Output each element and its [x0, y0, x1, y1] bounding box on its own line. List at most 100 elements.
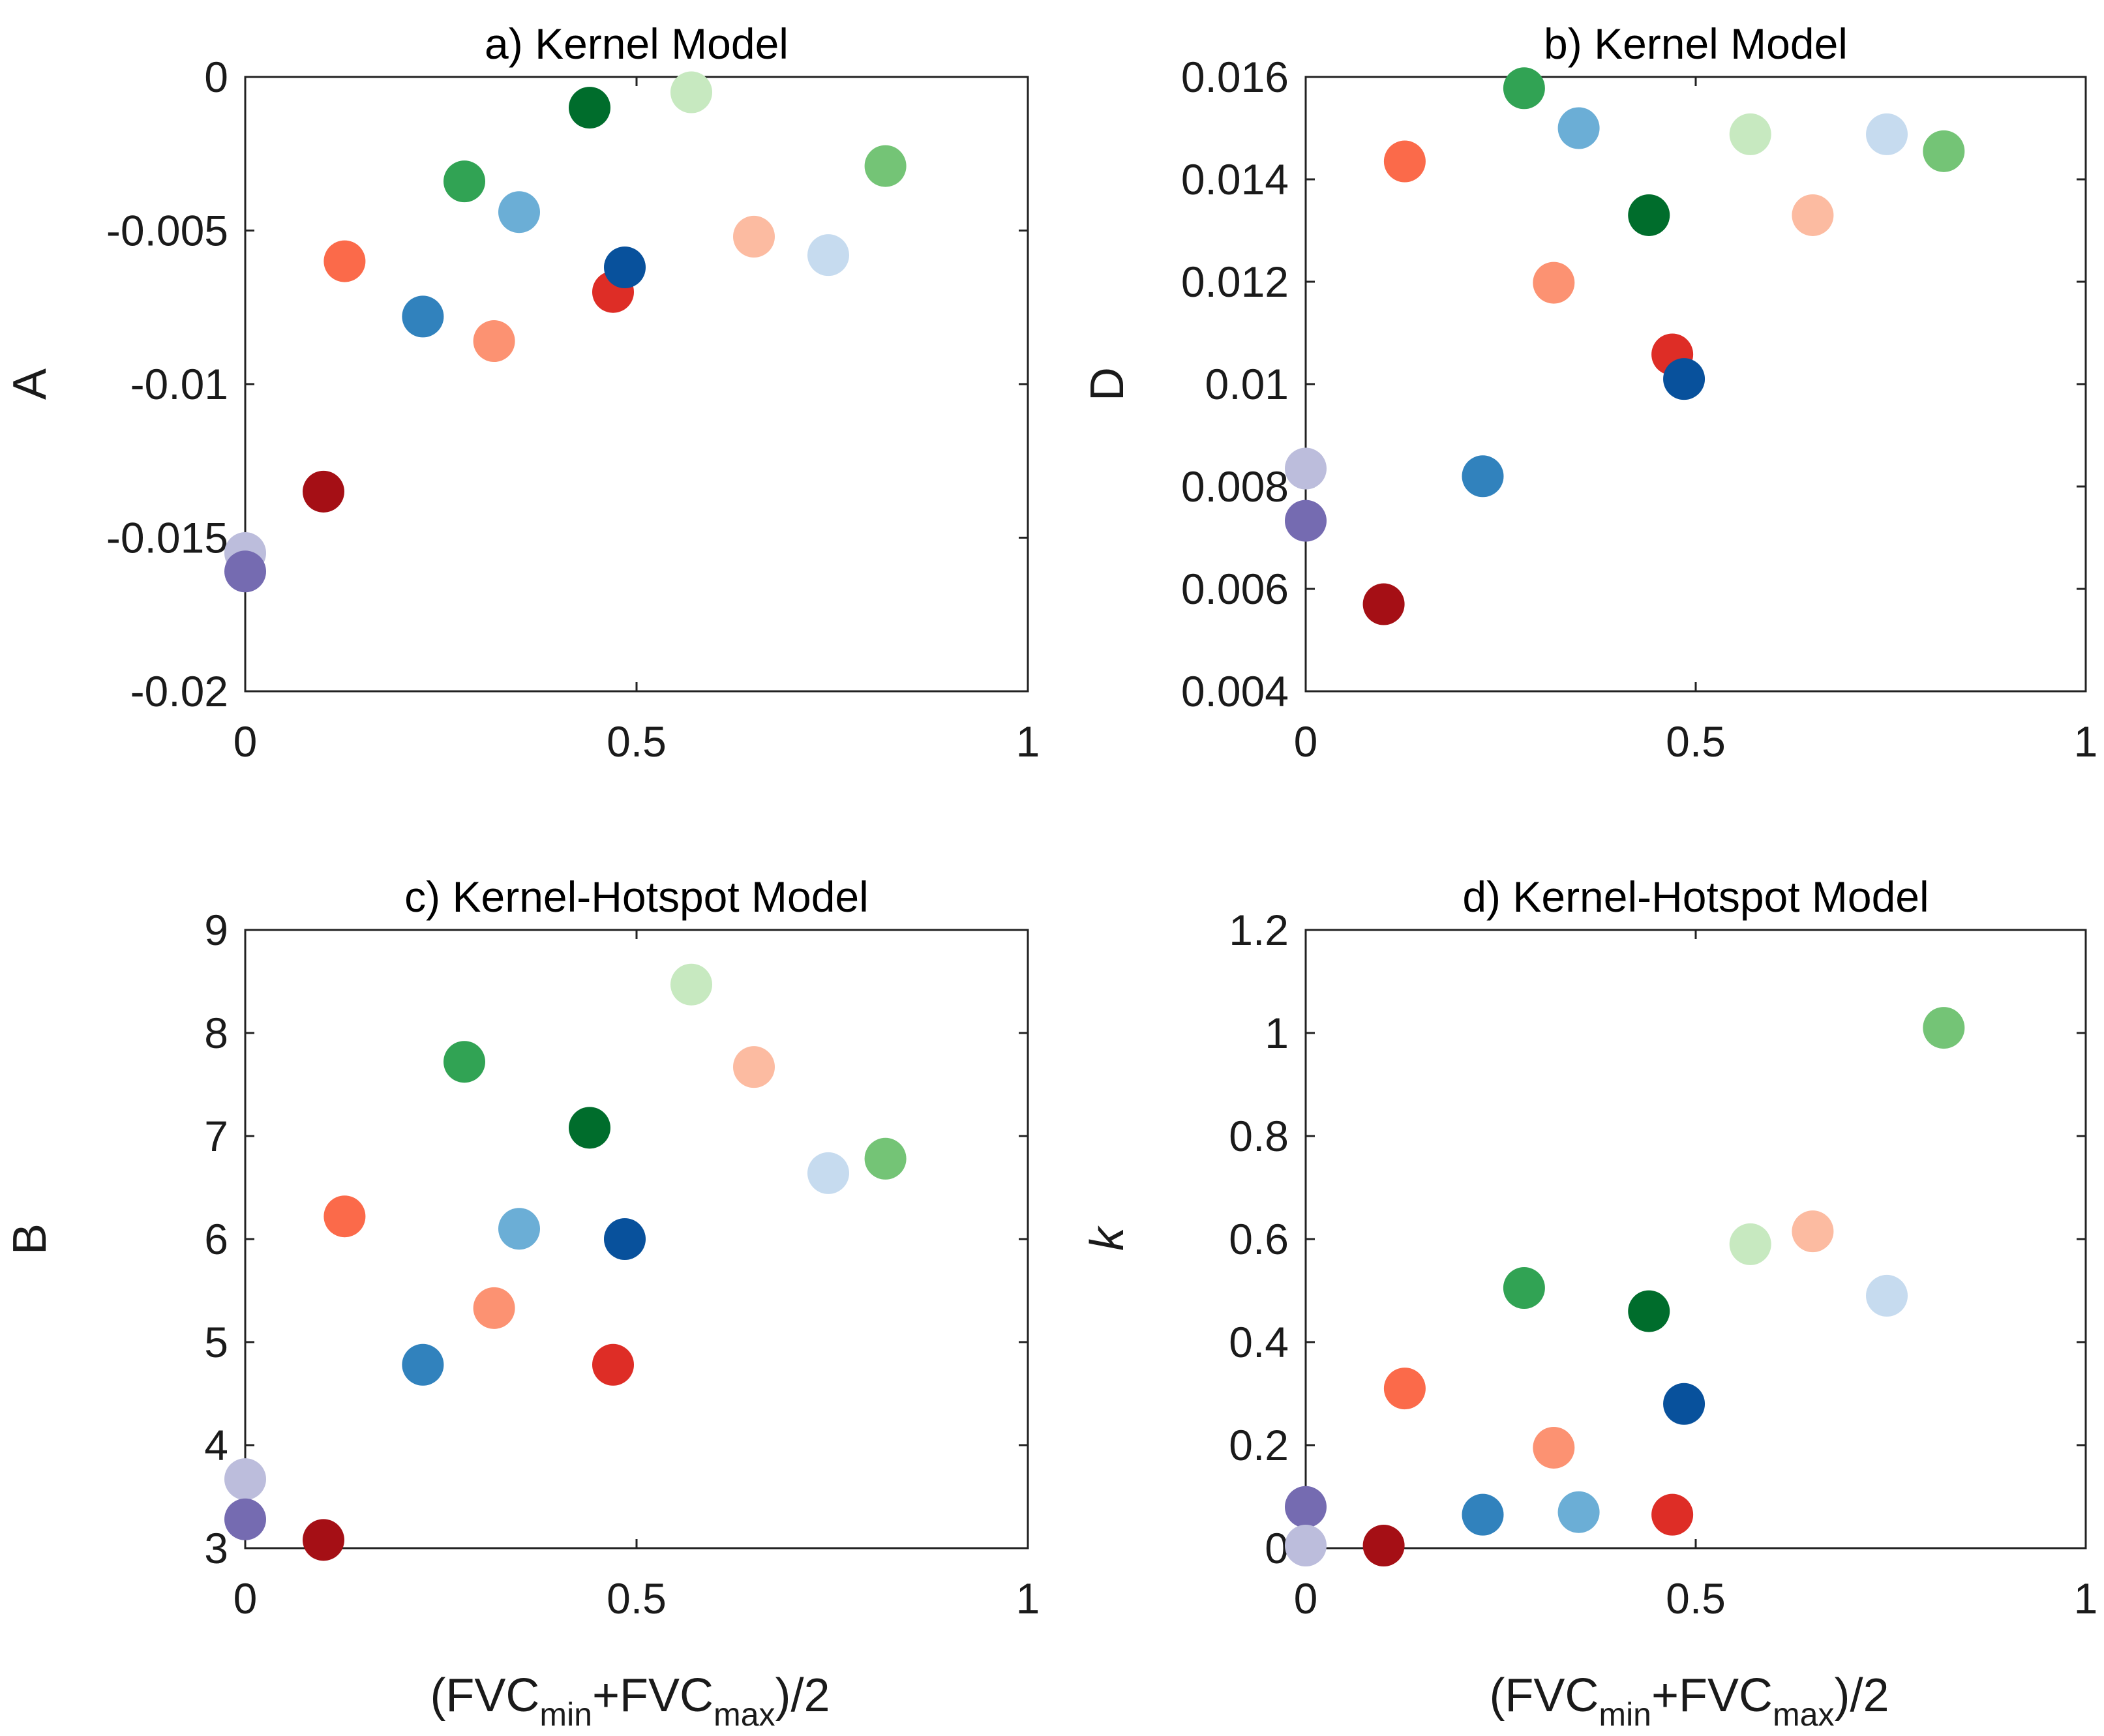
- y-tick-label: 0.008: [1181, 462, 1289, 511]
- x-tick-label: 0: [233, 1574, 258, 1623]
- data-point: [1729, 113, 1771, 155]
- x-tick-label: 0: [233, 717, 258, 766]
- data-point: [604, 1218, 646, 1260]
- x-tick-label: 1: [1016, 717, 1040, 766]
- data-point: [1557, 1491, 1600, 1533]
- data-point: [1362, 1525, 1405, 1567]
- x-axis-label-part: (FVC: [1489, 1669, 1599, 1722]
- data-point: [1663, 358, 1706, 400]
- plot-area: [1304, 929, 2087, 1549]
- y-axis-label: D: [1081, 367, 1134, 401]
- data-point: [733, 215, 775, 258]
- y-tick-label: -0.02: [130, 667, 228, 715]
- data-point: [323, 1195, 366, 1238]
- data-point: [1285, 1525, 1327, 1567]
- chart-title: b) Kernel Model: [1544, 20, 1848, 68]
- data-point: [1792, 194, 1834, 236]
- chart-title: c) Kernel-Hotspot Model: [404, 873, 869, 921]
- data-point: [864, 145, 907, 187]
- data-point: [1923, 1007, 1965, 1049]
- x-tick-label: 0.5: [1666, 717, 1726, 766]
- data-point: [443, 1041, 485, 1083]
- y-tick-label: 9: [204, 906, 228, 954]
- chart-panel-c: c) Kernel-Hotspot Model 3 4 5 6 7 8 9 0 0.5 1 B (FVC…: [4, 873, 1040, 1733]
- data-point: [1285, 447, 1327, 490]
- y-tick-label: 0.012: [1181, 258, 1289, 306]
- data-point: [1362, 583, 1405, 625]
- y-tick-label: 6: [204, 1215, 228, 1263]
- data-point: [1533, 1426, 1575, 1469]
- data-point: [569, 87, 610, 129]
- data-point: [303, 470, 344, 513]
- data-point: [443, 160, 485, 203]
- x-tick-label: 1: [2074, 1574, 2098, 1623]
- data-point: [224, 1498, 266, 1540]
- x-axis-label: (FVCmin+FVCmax)/2: [430, 1669, 830, 1733]
- y-tick-label: 0: [204, 53, 228, 101]
- data-point: [473, 1287, 515, 1329]
- data-point: [498, 191, 540, 233]
- y-tick-label: 0: [1265, 1524, 1289, 1572]
- data-point: [604, 247, 646, 289]
- chart-panel-d: d) Kernel-Hotspot Model 0 0.2 0.4 0.6 0.8 1 1.2…: [1081, 873, 2097, 1733]
- data-point: [807, 1152, 849, 1194]
- y-tick-label: 0.8: [1229, 1112, 1289, 1160]
- data-point: [733, 1046, 775, 1088]
- data-point: [1628, 1290, 1670, 1332]
- x-tick-label: 0.5: [1666, 1574, 1726, 1623]
- data-point: [1923, 130, 1965, 172]
- data-point: [1729, 1223, 1771, 1265]
- y-tick-label: 0.6: [1229, 1215, 1289, 1263]
- data-point: [1792, 1210, 1834, 1253]
- data-point: [323, 240, 366, 282]
- data-point: [670, 71, 712, 113]
- x-tick-label: 1: [1016, 1574, 1040, 1623]
- data-point: [1663, 1383, 1706, 1425]
- x-tick-label: 0: [1294, 717, 1318, 766]
- chart-panel-b: b) Kernel Model 0.004 0.006 0.008 0.01 0.012 0…: [1081, 20, 2097, 766]
- y-tick-label: 0.014: [1181, 155, 1289, 203]
- x-axis-label-part: )/2: [1835, 1669, 1889, 1722]
- data-point: [1866, 113, 1908, 155]
- data-point: [1866, 1274, 1908, 1317]
- y-tick-label: -0.005: [106, 207, 228, 255]
- data-point: [1383, 140, 1426, 183]
- y-tick-label: 0.4: [1229, 1318, 1289, 1366]
- chart-panel-a: a) Kernel Model -0.02 -0.015 -0.01 -0.005 0 0 0…: [4, 20, 1040, 766]
- data-point: [1462, 455, 1504, 498]
- data-point: [807, 234, 849, 277]
- x-tick-label: 1: [2074, 717, 2098, 766]
- data-point: [473, 320, 515, 363]
- x-axis-label: (FVCmin+FVCmax)/2: [1489, 1669, 1889, 1733]
- data-point: [1383, 1368, 1426, 1410]
- data-point: [1557, 107, 1600, 149]
- x-axis-label-subscript: max: [1773, 1696, 1834, 1733]
- x-axis-label-subscript: min: [1599, 1696, 1651, 1733]
- data-point: [569, 1107, 610, 1149]
- y-tick-label: -0.01: [130, 360, 228, 408]
- data-point: [1285, 1486, 1327, 1528]
- y-tick-label: 5: [204, 1318, 228, 1366]
- y-tick-label: 0.016: [1181, 53, 1289, 101]
- data-point: [1285, 500, 1327, 542]
- y-tick-label: 1.2: [1229, 906, 1289, 954]
- data-point: [303, 1519, 344, 1561]
- data-point: [224, 550, 266, 593]
- y-tick-label: 0.2: [1229, 1421, 1289, 1469]
- data-point: [1503, 67, 1545, 110]
- data-point: [1503, 1267, 1545, 1309]
- data-point: [402, 1343, 444, 1386]
- x-axis-label-part: (FVC: [430, 1669, 539, 1722]
- y-tick-label: 0.004: [1181, 667, 1289, 715]
- data-point: [498, 1208, 540, 1250]
- x-tick-label: 0.5: [607, 1574, 667, 1623]
- y-tick-label: 4: [204, 1421, 228, 1469]
- y-tick-label: -0.015: [106, 514, 228, 562]
- y-axis-label: B: [4, 1223, 56, 1255]
- y-tick-label: 8: [204, 1009, 228, 1057]
- x-axis-label-subscript: max: [714, 1696, 775, 1733]
- data-point: [1462, 1493, 1504, 1536]
- y-tick-label: 1: [1265, 1009, 1289, 1057]
- data-point: [864, 1137, 907, 1180]
- x-axis-label-subscript: min: [539, 1696, 592, 1733]
